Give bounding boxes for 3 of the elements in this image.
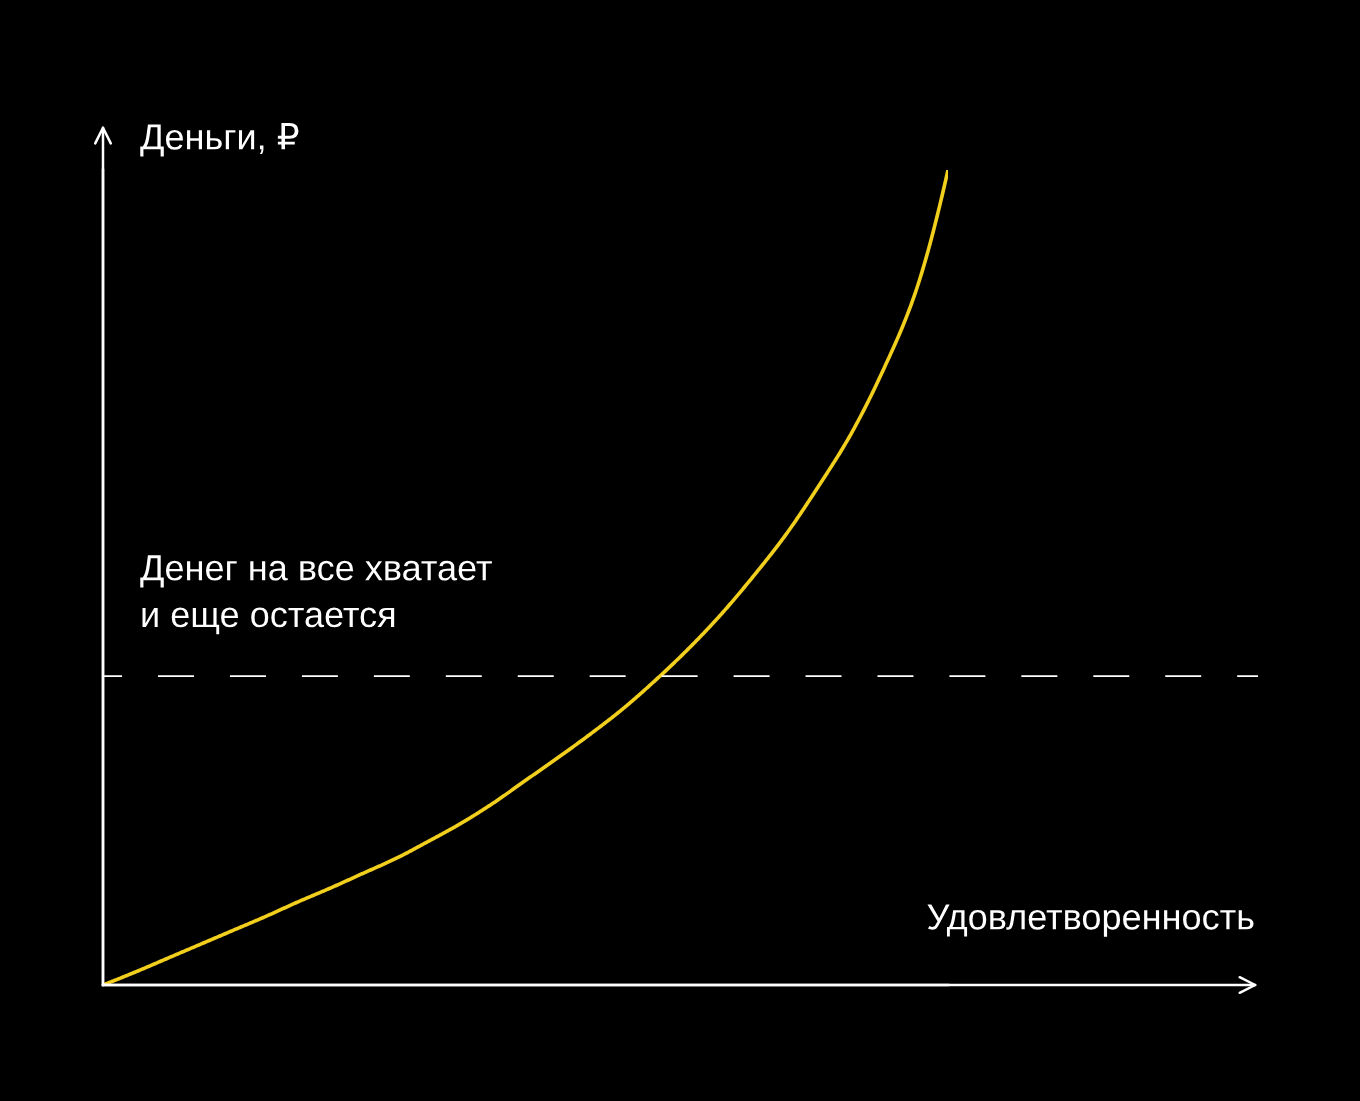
ref-line-label: Денег на все хватает и еще остается — [140, 555, 492, 635]
y-axis-title: Деньги, ₽ — [140, 123, 299, 157]
x-axis-title: Удовлетворенность — [927, 904, 1254, 937]
